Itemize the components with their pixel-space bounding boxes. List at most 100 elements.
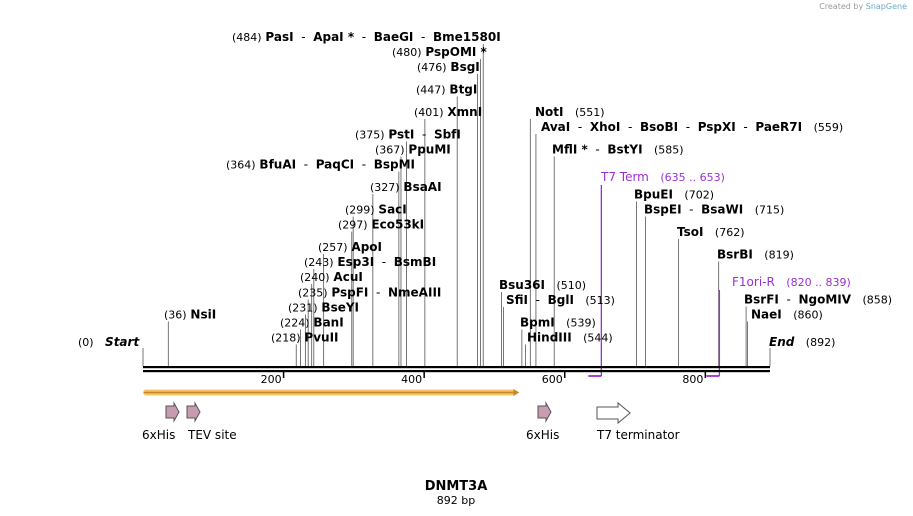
enzyme-name[interactable]: Bsu36I [499,278,545,292]
enzyme-name[interactable]: BfuAI [259,158,296,172]
enzyme-label[interactable]: (257) ApoI [318,240,382,254]
enzyme-name[interactable]: BsaWI [701,203,743,217]
label-separator: - [374,255,394,269]
enzyme-label[interactable]: (476) BsgI [417,60,480,74]
enzyme-name[interactable]: ApoI [351,240,382,254]
enzyme-name[interactable]: NaeI [751,308,782,322]
label-separator [673,188,684,202]
enzyme-label[interactable]: (299) SacI [345,203,407,217]
enzyme-name[interactable]: TsoI [677,225,703,239]
enzyme-name[interactable]: PvuII [304,331,338,345]
enzyme-name[interactable]: Esp3I [337,255,374,269]
enzyme-name[interactable]: MflI * [552,143,588,157]
enzyme-position: (224) [280,317,310,330]
enzyme-name[interactable]: SfiI [506,293,528,307]
enzyme-name[interactable]: SbfI [434,128,461,142]
enzyme-label[interactable]: (36) NsiI [164,308,216,322]
enzyme-label[interactable]: NaeI (860) [751,308,823,322]
feature-arrow[interactable] [186,401,201,423]
enzyme-label[interactable]: (367) PpuMI [375,143,451,157]
enzyme-label[interactable]: (327) BsaAI [370,180,442,194]
enzyme-label[interactable]: (231) BseYI [288,301,359,315]
enzyme-position: (702) [684,189,714,202]
enzyme-label[interactable]: (447) BtgI [416,83,477,97]
terminator-arrow[interactable] [596,401,631,425]
enzyme-name[interactable]: BseYI [321,301,359,315]
enzyme-name[interactable]: PpuMI [408,143,450,157]
enzyme-name[interactable]: AvaI [541,120,570,134]
enzyme-label[interactable]: (235) PspFI - NmeAIII [298,286,441,300]
enzyme-label[interactable]: BsrBI (819) [717,248,794,262]
enzyme-name[interactable]: PaeR7I [755,120,802,134]
enzyme-name[interactable]: NsiI [190,308,216,322]
primer-label[interactable]: T7 Term (635 .. 653) [600,170,725,184]
enzyme-name[interactable]: NotI [535,105,564,119]
enzyme-name[interactable]: Bme1580I [433,30,501,44]
enzyme-label[interactable]: (218) PvuII [271,331,339,345]
enzyme-label[interactable]: SfiI - BglI (513) [506,293,615,307]
enzyme-label[interactable]: BspEI - BsaWI (715) [644,203,784,217]
enzyme-label[interactable]: (375) PstI - SbfI [355,128,461,142]
label-separator [94,335,105,349]
enzyme-name[interactable]: BaeGI [374,30,414,44]
enzyme-label[interactable]: NotI (551) [535,105,605,119]
feature-arrow[interactable] [165,401,180,423]
enzyme-name[interactable]: BspMI [374,158,415,172]
backbone-top-strand [143,366,770,369]
enzyme-name[interactable]: PaqCI [316,158,354,172]
feature-arrow[interactable] [537,401,552,423]
enzyme-name[interactable]: BsoBI [640,120,678,134]
enzyme-name[interactable]: BanI [313,316,343,330]
enzyme-position: (539) [566,317,596,330]
enzyme-name[interactable]: PspFI [331,286,368,300]
enzyme-name[interactable]: ApaI * [313,30,355,44]
enzyme-name[interactable]: PstI [388,128,414,142]
enzyme-position: (375) [355,129,385,142]
enzyme-name[interactable]: BspEI [644,203,682,217]
enzyme-label[interactable]: (401) XmnI [414,105,482,119]
enzyme-label[interactable]: BpuEI (702) [634,188,714,202]
enzyme-label[interactable]: (480) PspOMI * [392,45,488,59]
primer-name[interactable]: T7 Term [600,170,649,184]
enzyme-name[interactable]: XmnI [447,105,482,119]
enzyme-name[interactable]: BstYI [607,143,642,157]
enzyme-label[interactable]: (224) BanI [280,316,344,330]
enzyme-name[interactable]: PasI [265,30,293,44]
enzyme-label[interactable]: TsoI (762) [677,225,745,239]
label-separator [545,278,556,292]
primer-name[interactable]: F1ori-R [732,275,775,289]
enzyme-name[interactable]: NmeAIII [388,286,441,300]
enzyme-name[interactable]: AcuI [333,270,362,284]
enzyme-label[interactable]: BpmI (539) [520,316,596,330]
enzyme-name[interactable]: BglI [548,293,574,307]
enzyme-name[interactable]: BpmI [520,316,555,330]
primer-label[interactable]: F1ori-R (820 .. 839) [732,275,851,289]
enzyme-name[interactable]: BsmBI [394,255,436,269]
enzyme-label[interactable]: (364) BfuAI - PaqCI - BspMI [226,158,415,172]
enzyme-label[interactable]: (484) PasI - ApaI * - BaeGI - Bme1580I [232,30,501,44]
enzyme-label[interactable]: (243) Esp3I - BsmBI [304,255,436,269]
enzyme-name[interactable]: BsrFI [744,293,779,307]
enzyme-name[interactable]: BtgI [449,83,477,97]
enzyme-name[interactable]: BsaAI [403,180,441,194]
enzyme-label[interactable]: BsrFI - NgoMIV (858) [744,293,892,307]
enzyme-name[interactable]: XhoI [590,120,621,134]
enzyme-label[interactable]: HindIII (544) [527,331,613,345]
enzyme-name[interactable]: BsgI [450,60,479,74]
enzyme-label[interactable]: AvaI - XhoI - BsoBI - PspXI - PaeR7I (55… [541,120,843,134]
enzyme-label[interactable]: MflI * - BstYI (585) [552,143,684,157]
enzyme-name[interactable]: HindIII [527,331,572,345]
enzyme-name[interactable]: PspOMI * [425,45,487,59]
enzyme-label[interactable]: (240) AcuI [300,270,363,284]
enzyme-name[interactable]: SacI [378,203,406,217]
enzyme-label[interactable]: (297) Eco53kI [338,218,424,232]
enzyme-name[interactable]: NgoMIV [798,293,851,307]
enzyme-name[interactable]: PspXI [698,120,736,134]
enzyme-position: (297) [338,219,368,232]
enzyme-name[interactable]: BsrBI [717,248,753,262]
label-separator [753,248,764,262]
enzyme-name[interactable]: Eco53kI [371,218,424,232]
enzyme-name[interactable]: BpuEI [634,188,673,202]
enzyme-label[interactable]: Bsu36I (510) [499,278,586,292]
